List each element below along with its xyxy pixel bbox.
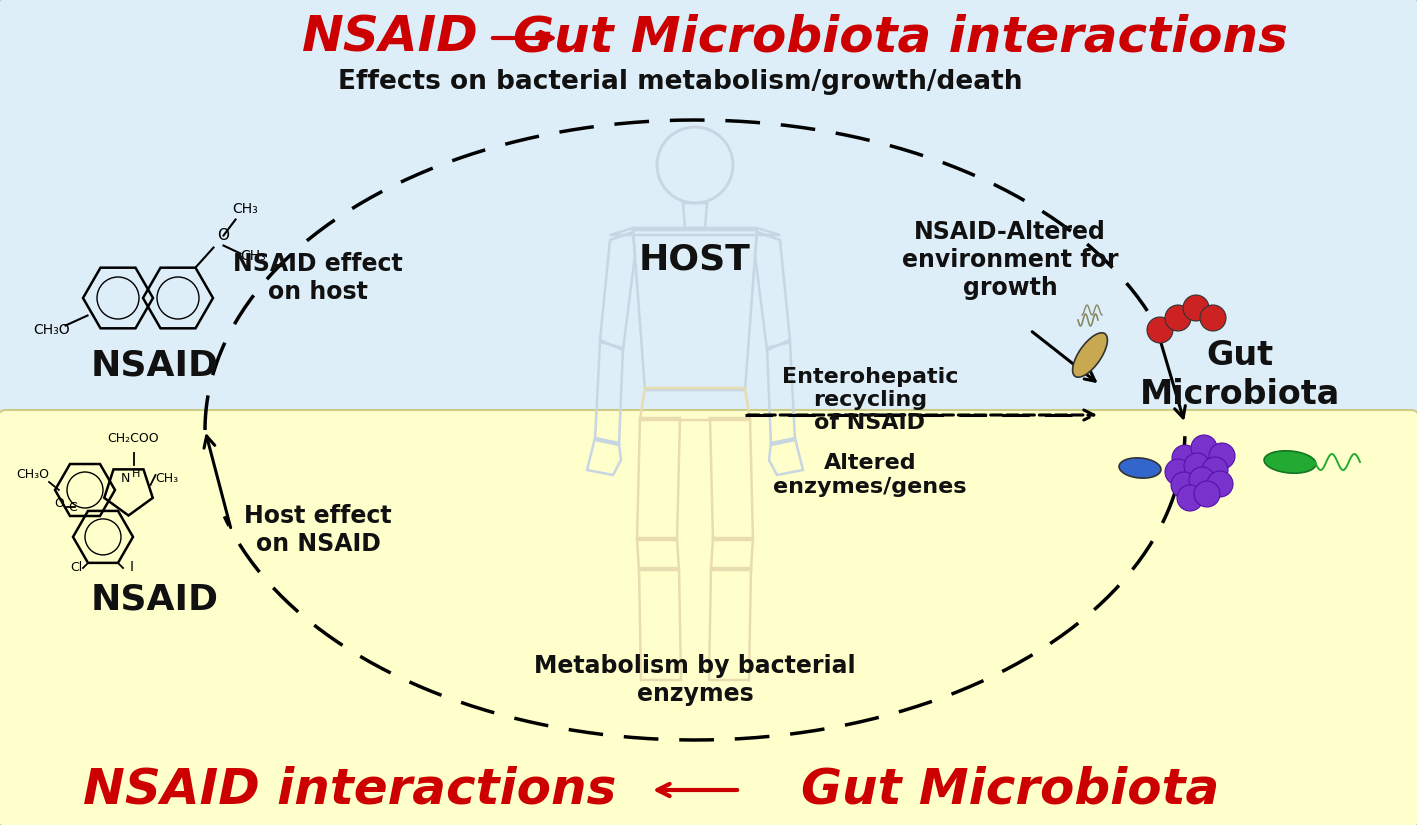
Text: I: I	[130, 560, 135, 574]
Circle shape	[1165, 305, 1192, 331]
Circle shape	[1207, 471, 1233, 497]
Text: H: H	[132, 469, 140, 479]
Text: HOST: HOST	[639, 243, 751, 277]
Text: CH₃: CH₃	[241, 248, 266, 262]
Ellipse shape	[1073, 332, 1108, 377]
Text: Enterohepatic
recycling
of NSAID: Enterohepatic recycling of NSAID	[782, 367, 958, 433]
Circle shape	[1189, 467, 1214, 493]
Ellipse shape	[1264, 450, 1316, 474]
Text: Gut Microbiota interactions: Gut Microbiota interactions	[513, 14, 1288, 62]
Circle shape	[1192, 435, 1217, 461]
Circle shape	[1170, 472, 1197, 498]
Circle shape	[1202, 457, 1229, 483]
Text: NSAID effect
on host: NSAID effect on host	[234, 252, 402, 304]
Text: NSAID interactions: NSAID interactions	[84, 766, 616, 814]
Text: NSAID-Altered
environment for
growth: NSAID-Altered environment for growth	[901, 220, 1118, 299]
Text: Gut Microbiota: Gut Microbiota	[801, 766, 1219, 814]
Circle shape	[1178, 485, 1203, 511]
Text: Cl: Cl	[69, 561, 82, 574]
Ellipse shape	[1119, 458, 1161, 478]
Text: CH₃O: CH₃O	[17, 468, 50, 481]
Circle shape	[1172, 445, 1197, 471]
Text: Metabolism by bacterial
enzymes: Metabolism by bacterial enzymes	[534, 654, 856, 706]
Text: O: O	[217, 228, 230, 243]
Text: NSAID: NSAID	[91, 583, 220, 617]
FancyBboxPatch shape	[0, 0, 1417, 426]
Text: C: C	[68, 501, 78, 514]
Circle shape	[1209, 443, 1236, 469]
Text: Altered
enzymes/genes: Altered enzymes/genes	[774, 454, 966, 497]
Text: N: N	[120, 473, 130, 485]
Circle shape	[1200, 305, 1226, 331]
Text: CH₂COO: CH₂COO	[108, 432, 159, 446]
Circle shape	[1183, 295, 1209, 321]
Text: NSAID: NSAID	[91, 348, 220, 382]
Text: Host effect
on NSAID: Host effect on NSAID	[244, 504, 393, 556]
Circle shape	[1185, 453, 1210, 479]
Circle shape	[1165, 459, 1192, 485]
Text: CH₃O: CH₃O	[33, 323, 69, 337]
Circle shape	[1146, 317, 1173, 343]
Text: O: O	[54, 497, 64, 510]
Text: Gut
Microbiota: Gut Microbiota	[1139, 339, 1340, 411]
Text: CH₃: CH₃	[232, 201, 258, 215]
Circle shape	[1195, 481, 1220, 507]
Text: NSAID: NSAID	[302, 14, 479, 62]
Text: Effects on bacterial metabolism/growth/death: Effects on bacterial metabolism/growth/d…	[337, 69, 1022, 95]
FancyBboxPatch shape	[0, 410, 1417, 825]
Text: CH₃: CH₃	[154, 472, 179, 485]
